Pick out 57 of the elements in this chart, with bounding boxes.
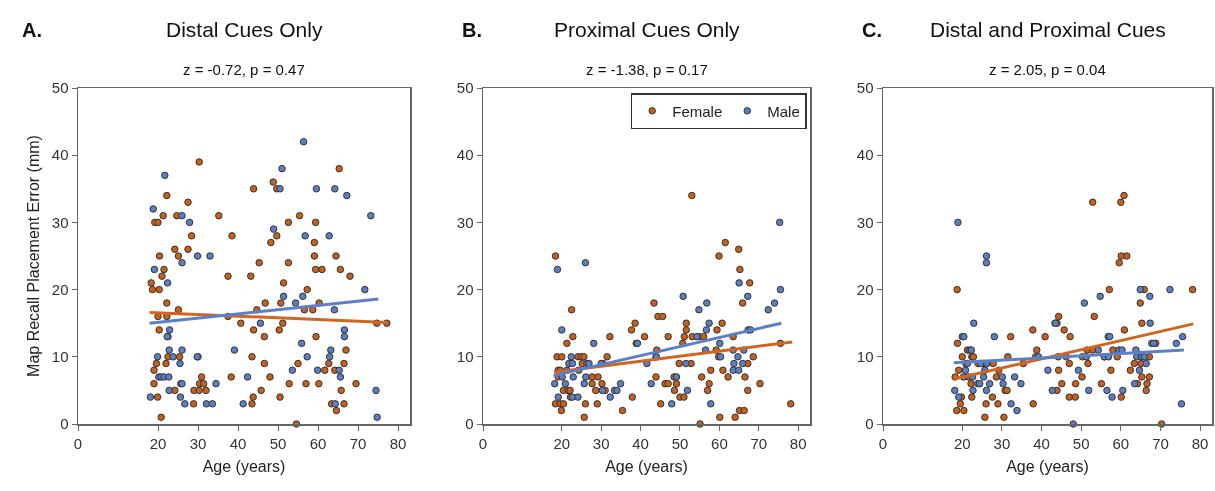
y-tick-label: 50 (856, 79, 874, 97)
y-tick-label: 10 (51, 348, 69, 366)
text: B. (462, 19, 482, 41)
x-tick-label: 20 (149, 434, 167, 452)
x-axis-title: Age (years) (1006, 457, 1089, 475)
legend-label: Male (767, 102, 800, 120)
x-tick-label: 70 (349, 434, 367, 452)
chart-subtitle: z = -1.38, p = 0.17 (586, 61, 708, 78)
x-tick-label: 80 (789, 434, 807, 452)
x-tick-label: 0 (478, 434, 488, 452)
x-tick-label: 0 (878, 434, 888, 452)
x-tick-label: 80 (1191, 434, 1209, 452)
y-tick-label: 30 (856, 213, 874, 231)
legend-label: Female (672, 102, 723, 120)
x-tick-label: 40 (229, 434, 247, 452)
x-tick-label: 70 (1152, 434, 1169, 452)
x-tick-label: 60 (309, 434, 327, 452)
x-axis-title: Age (years) (605, 457, 688, 475)
x-tick-label: 50 (1072, 434, 1090, 452)
text: C. (862, 19, 882, 41)
x-tick-label: 30 (993, 434, 1011, 452)
y-tick-label: 30 (51, 213, 69, 231)
x-tick-label: 40 (632, 434, 649, 452)
text: A. (22, 19, 42, 41)
y-tick-label: 50 (51, 79, 69, 97)
x-tick-label: 70 (750, 434, 768, 452)
x-tick-label: 30 (592, 434, 610, 452)
y-tick-label: 30 (456, 213, 474, 231)
x-tick-label: 30 (189, 434, 207, 452)
x-tick-label: 50 (671, 434, 689, 452)
y-tick-label: 20 (51, 280, 69, 298)
y-tick-label: 0 (60, 415, 69, 433)
y-tick-label: 40 (456, 146, 474, 164)
y-tick-label: 0 (465, 415, 474, 433)
y-tick-label: 20 (456, 280, 474, 298)
x-tick-label: 60 (1112, 434, 1130, 452)
y-tick-label: 0 (865, 415, 874, 433)
y-tick-label: 20 (856, 280, 874, 298)
x-tick-label: 50 (269, 434, 287, 452)
chart-title: Proximal Cues Only (554, 18, 741, 41)
chart-subtitle: z = -0.72, p = 0.47 (183, 61, 305, 78)
x-tick-label: 40 (1033, 434, 1050, 452)
chart-title: Distal and Proximal Cues (930, 18, 1166, 41)
y-tick-label: 50 (456, 79, 474, 97)
y-tick-label: 10 (856, 348, 874, 366)
x-tick-label: 60 (711, 434, 728, 452)
x-tick-label: 20 (953, 434, 971, 452)
chart-subtitle: z = 2.05, p = 0.04 (989, 61, 1106, 78)
x-tick-label: 80 (389, 434, 407, 452)
x-axis-title: Age (years) (202, 457, 286, 475)
x-tick-label: 20 (553, 434, 571, 452)
y-tick-label: 40 (51, 146, 69, 164)
chart-title: Distal Cues Only (166, 18, 323, 41)
y-tick-label: 40 (856, 146, 874, 164)
y-axis-title: Map Recall Placement Error (mm) (24, 135, 42, 377)
x-tick-label: 0 (73, 434, 83, 452)
y-tick-label: 10 (456, 348, 474, 366)
